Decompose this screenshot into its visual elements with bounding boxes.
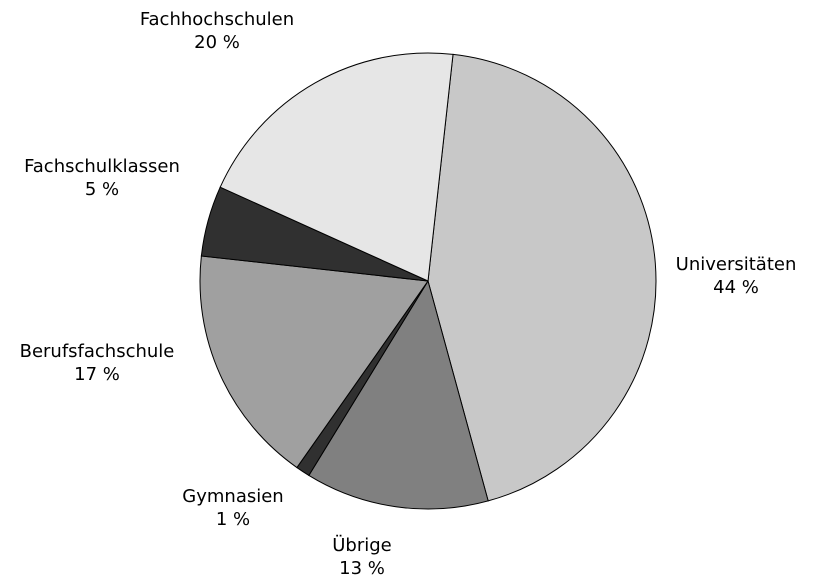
slice-value-label: 1 % xyxy=(216,509,250,530)
pie-slice xyxy=(199,255,429,469)
slice-label: Fachhochschulen xyxy=(140,9,294,30)
pie-slice xyxy=(219,52,454,282)
pie-slice xyxy=(427,53,657,502)
slice-label: Universitäten xyxy=(676,254,797,275)
slice-value-label: 17 % xyxy=(74,364,120,385)
slice-label: Fachschulklassen xyxy=(24,156,180,177)
slice-value-label: 5 % xyxy=(85,179,119,200)
slice-label: Übrige xyxy=(332,534,392,556)
slice-value-label: 20 % xyxy=(194,32,240,53)
slice-value-label: 13 % xyxy=(339,558,385,577)
pie-slice xyxy=(308,279,489,510)
slice-value-label: 44 % xyxy=(713,277,759,298)
slice-label: Gymnasien xyxy=(182,486,283,507)
slice-label: Berufsfachschule xyxy=(20,341,175,362)
